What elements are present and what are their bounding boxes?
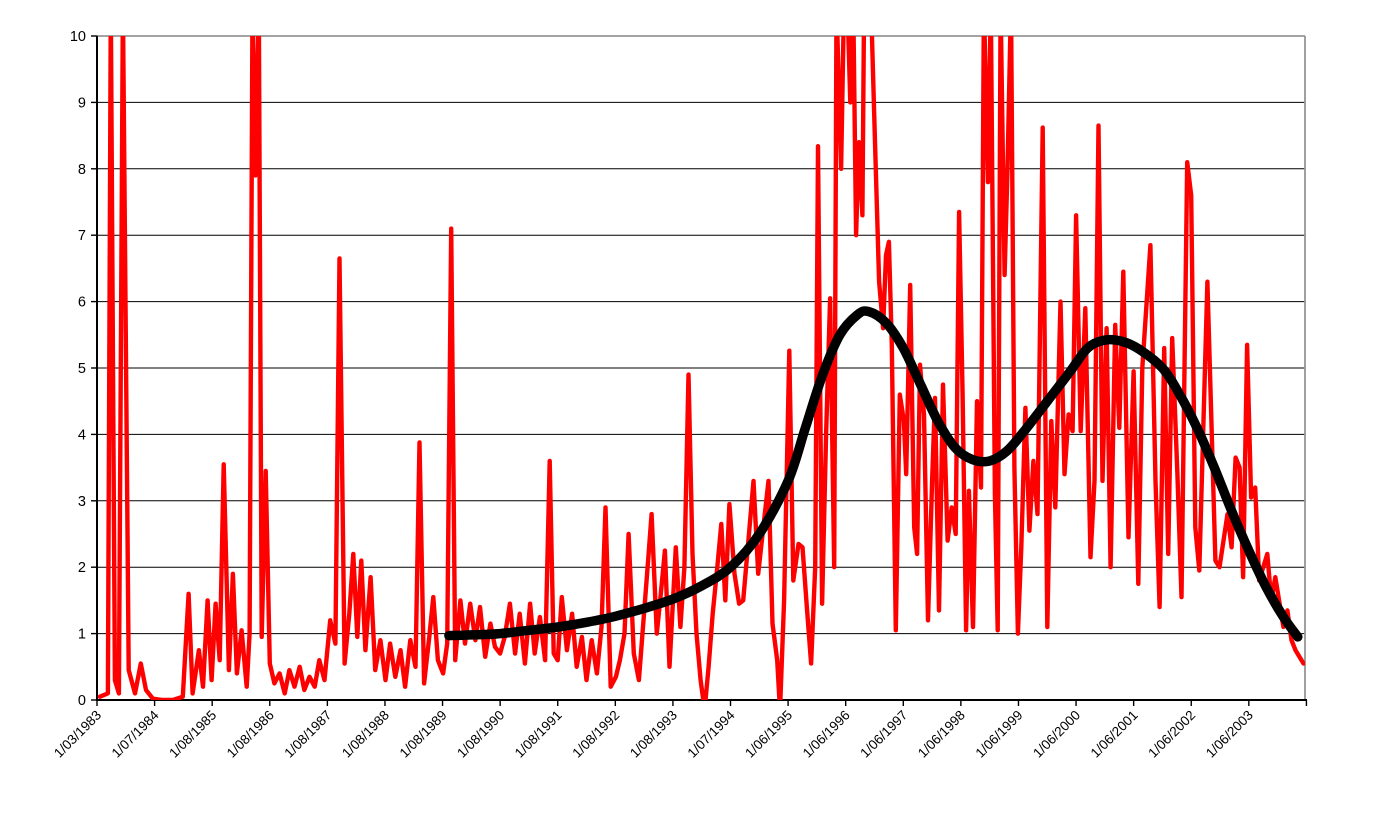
x-tick-label: 1/06/2000 [1030, 708, 1083, 761]
y-tick-label: 4 [78, 427, 86, 443]
y-tick-label: 10 [70, 29, 86, 45]
x-tick-label: 1/08/1987 [281, 708, 334, 761]
y-tick-label: 7 [78, 228, 86, 244]
x-tick-label: 1/08/1991 [512, 708, 565, 761]
x-tick-label: 1/08/1990 [454, 708, 507, 761]
x-tick-label: 1/06/1996 [800, 708, 853, 761]
plot-border [97, 35, 1306, 700]
x-tick-label: 1/08/1989 [397, 708, 450, 761]
raw-data-series-line [97, 36, 1305, 700]
y-tick-label: 1 [78, 627, 86, 643]
x-tick-label: 1/06/1999 [973, 708, 1026, 761]
x-tick-label: 1/08/1993 [627, 708, 680, 761]
x-axis-labels: 1/03/1983 1/07/1984 1/08/1985 1/08/1986 1/08… [51, 707, 1256, 760]
y-tick-label: 9 [78, 95, 86, 111]
y-tick-label: 5 [78, 361, 86, 377]
x-tick-label: 1/08/1992 [569, 708, 622, 761]
x-tick-label: 1/07/1994 [685, 707, 738, 760]
y-tick-label: 3 [78, 494, 86, 510]
x-tick-label: 1/06/1998 [915, 708, 968, 761]
y-axis-labels: 0 1 2 3 4 5 6 7 8 9 10 [70, 29, 86, 709]
x-tick-label: 1/08/1985 [166, 708, 219, 761]
y-tick-label: 0 [78, 693, 86, 709]
x-tick-label: 1/08/1986 [224, 708, 277, 761]
x-tick-label: 1/03/1983 [51, 708, 104, 761]
x-tick-label: 1/06/2003 [1203, 708, 1256, 761]
x-tick-label: 1/06/2002 [1145, 708, 1198, 761]
y-tick-label: 8 [78, 162, 86, 178]
smoothed-trend-line [444, 306, 1303, 642]
gridlines [97, 101, 1305, 635]
x-tick-label: 1/07/1984 [109, 707, 162, 760]
x-tick-label: 1/08/1988 [339, 708, 392, 761]
x-tick-label: 1/06/1995 [742, 708, 795, 761]
x-tick-label: 1/06/2001 [1088, 708, 1141, 761]
tick-marks [91, 35, 1308, 706]
y-tick-label: 2 [78, 560, 86, 576]
x-tick-label: 1/06/1997 [857, 708, 910, 761]
y-tick-label: 6 [78, 295, 86, 311]
